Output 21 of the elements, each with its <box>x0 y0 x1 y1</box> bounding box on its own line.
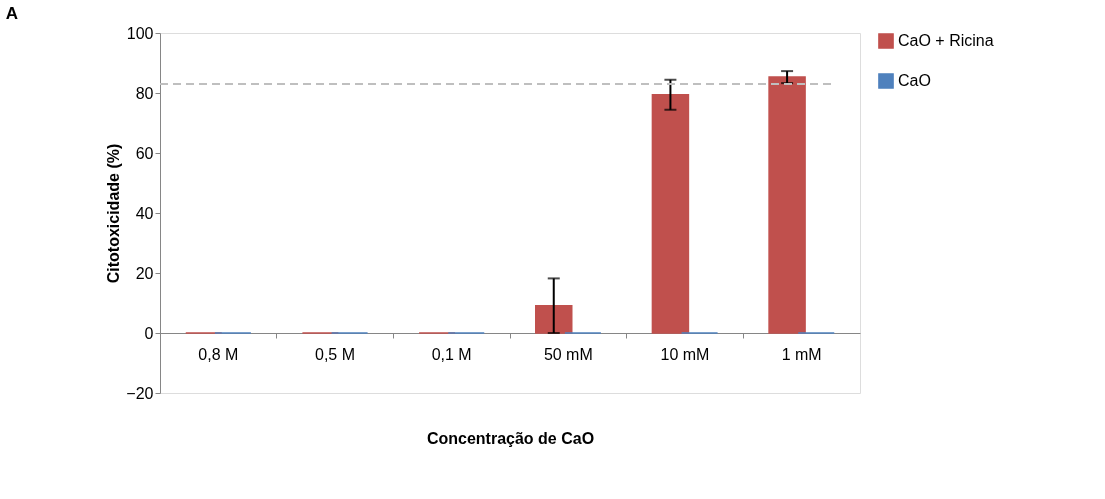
x-tick-label: 1 mM <box>781 345 822 363</box>
legend-label: CaO + Ricina <box>898 32 994 49</box>
y-tick-label: 60 <box>135 144 154 162</box>
y-tick-label: 100 <box>126 24 154 42</box>
text: A <box>5 4 19 23</box>
bar <box>768 76 806 334</box>
legend-label: CaO <box>898 72 931 89</box>
x-tick-label: 0,5 M <box>314 345 356 363</box>
y-tick-label: 40 <box>135 204 154 222</box>
x-tick-label: 50 mM <box>543 345 593 363</box>
y-tick-label: −20 <box>126 384 154 402</box>
x-tick-label: 0,1 M <box>431 345 472 363</box>
x-tick-label: 10 mM <box>660 345 710 363</box>
bar <box>535 304 573 334</box>
y-tick-label: 80 <box>135 84 154 102</box>
bar <box>651 94 690 334</box>
y-axis-title: Citotoxicidade (%) <box>105 143 123 284</box>
x-axis-title: Concentração de CaO <box>426 429 595 447</box>
x-tick-label: 0,8 M <box>198 345 239 363</box>
y-tick-label: 20 <box>135 264 154 282</box>
y-tick-label: 0 <box>144 324 154 342</box>
